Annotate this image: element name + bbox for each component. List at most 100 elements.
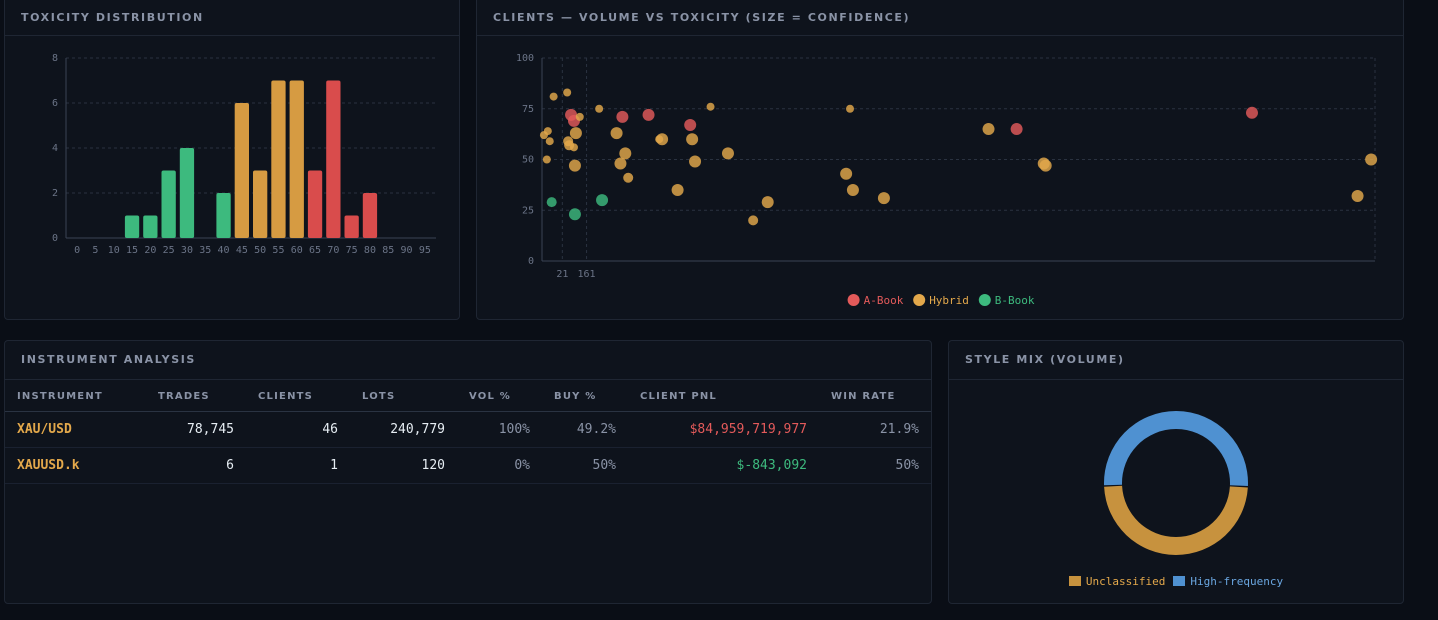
col-instrument[interactable]: INSTRUMENT	[5, 381, 146, 412]
instrument-analysis-panel: INSTRUMENT ANALYSIS INSTRUMENT TRADES CL…	[4, 340, 932, 604]
scatter-point	[1351, 190, 1364, 203]
x-tick-label: 21	[556, 269, 568, 280]
instrument-table: INSTRUMENT TRADES CLIENTS LOTS VOL % BUY…	[5, 381, 931, 484]
scatter-point	[543, 127, 552, 136]
cell-lots: 240,779	[350, 411, 457, 448]
y-tick-label: 25	[522, 205, 534, 216]
histogram-bar	[143, 215, 158, 238]
histogram-bar	[216, 193, 231, 238]
cell-client-pnl: $-843,092	[628, 447, 819, 484]
col-trades[interactable]: TRADES	[146, 381, 246, 412]
histogram-bar	[289, 80, 304, 238]
legend-label: High-frequency	[1190, 574, 1284, 588]
panel-divider	[477, 35, 1403, 36]
cell-win-rate: 50%	[819, 447, 931, 484]
scatter-point	[1010, 123, 1023, 136]
scatter-point	[568, 159, 581, 172]
x-tick-label: 40	[218, 245, 230, 256]
y-tick-label: 50	[522, 155, 534, 166]
table-row[interactable]: XAUUSD.k 6 1 120 0% 50% $-843,092 50%	[5, 447, 931, 484]
scatter-point	[706, 102, 715, 111]
legend-item[interactable]: Unclassified	[1068, 574, 1166, 588]
style-mix-title: STYLE MIX (VOLUME)	[965, 353, 1125, 366]
x-tick-label: 30	[181, 245, 193, 256]
col-vol-pct[interactable]: VOL %	[457, 381, 542, 412]
scatter-point	[568, 208, 581, 221]
y-tick-label: 4	[52, 143, 58, 154]
col-lots[interactable]: LOTS	[350, 381, 457, 412]
legend-swatch	[1173, 576, 1186, 586]
cell-trades: 78,745	[146, 411, 246, 448]
scatter-point	[542, 155, 551, 164]
x-tick-label: 55	[272, 245, 284, 256]
legend-marker	[847, 294, 860, 306]
histogram-bar	[124, 215, 140, 238]
scatter-point	[655, 135, 664, 144]
scatter-point	[546, 197, 557, 208]
scatter-point	[1365, 153, 1378, 166]
x-tick-label: 90	[401, 245, 413, 256]
cell-client-pnl: $84,959,719,977	[628, 411, 819, 448]
cell-clients: 46	[246, 411, 350, 448]
cell-clients: 1	[246, 447, 350, 484]
cell-vol-pct: 0%	[457, 447, 542, 484]
x-tick-label: 25	[163, 245, 175, 256]
scatter-point	[846, 104, 855, 113]
col-buy-pct[interactable]: BUY %	[542, 381, 628, 412]
x-tick-label: 161	[578, 269, 596, 280]
cell-win-rate: 21.9%	[819, 411, 931, 448]
scatter-point	[748, 215, 759, 226]
scatter-point	[545, 137, 554, 146]
panel-divider	[949, 379, 1403, 380]
style-mix-panel: STYLE MIX (VOLUME) Unclassified High-freq…	[948, 340, 1404, 604]
col-win-rate[interactable]: WIN RATE	[819, 381, 931, 412]
panel-divider	[5, 379, 931, 380]
scatter-point	[569, 143, 578, 152]
x-tick-label: 35	[199, 245, 211, 256]
scatter-point	[671, 183, 684, 196]
scatter-point	[575, 112, 584, 121]
scatter-point	[569, 127, 582, 140]
y-tick-label: 75	[522, 104, 534, 115]
cell-buy-pct: 49.2%	[542, 411, 628, 448]
legend-marker	[978, 294, 991, 306]
histogram-bar	[362, 193, 378, 238]
scatter-point	[761, 196, 774, 209]
donut-slice	[1104, 410, 1248, 487]
scatter-point	[684, 118, 697, 131]
table-row[interactable]: XAU/USD 78,745 46 240,779 100% 49.2% $84…	[5, 411, 931, 448]
legend-label: A-Book	[864, 294, 904, 307]
scatter-point	[563, 136, 574, 147]
scatter-point	[610, 127, 623, 140]
x-tick-label: 85	[382, 245, 394, 256]
x-tick-label: 50	[254, 245, 266, 256]
legend-item[interactable]: High-frequency	[1173, 575, 1283, 588]
y-tick-label: 100	[516, 53, 534, 64]
cell-instrument: XAU/USD	[5, 411, 146, 448]
x-tick-label: 60	[291, 245, 303, 256]
scatter-point	[563, 88, 572, 97]
x-tick-label: 65	[309, 245, 321, 256]
y-tick-label: 0	[52, 233, 58, 244]
cell-vol-pct: 100%	[457, 411, 542, 448]
toxicity-distribution-title: TOXICITY DISTRIBUTION	[21, 11, 204, 24]
y-tick-label: 6	[52, 98, 58, 109]
style-mix-donut-chart	[1104, 410, 1248, 555]
legend-label: Unclassified	[1085, 574, 1166, 588]
col-client-pnl[interactable]: CLIENT PNL	[628, 381, 819, 412]
histogram-bar	[326, 80, 341, 238]
clients-scatter-chart: 0 25 50 75 100 21 161 A-Book Hybrid B-Book	[516, 53, 1378, 307]
x-tick-label: 10	[108, 245, 120, 256]
x-tick-label: 80	[364, 245, 376, 256]
x-tick-label: 45	[236, 245, 248, 256]
x-tick-label: 70	[327, 245, 339, 256]
legend-marker	[913, 294, 926, 306]
clients-scatter-title: CLIENTS — VOLUME VS TOXICITY (SIZE = CON…	[493, 11, 911, 24]
col-clients[interactable]: CLIENTS	[246, 381, 350, 412]
y-tick-label: 2	[52, 188, 58, 199]
scatter-point	[619, 147, 632, 160]
histogram-bar	[161, 170, 176, 238]
style-mix-legend: Unclassified High-frequency	[949, 571, 1403, 590]
cell-trades: 6	[146, 447, 246, 484]
